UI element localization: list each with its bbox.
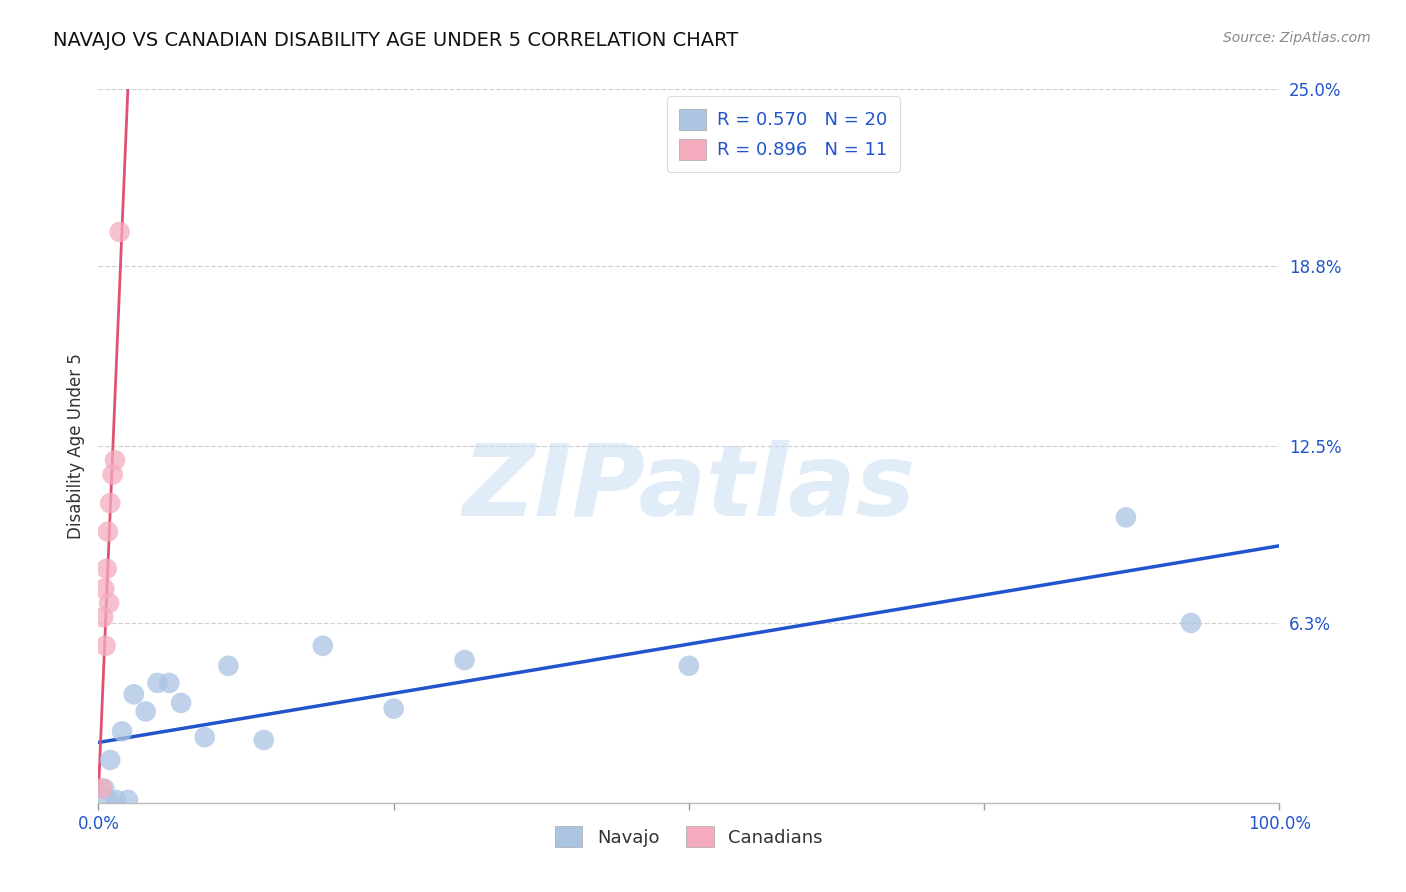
Point [217,658,239,673]
Point [253,733,276,747]
Point [146,676,169,690]
Point [1180,615,1202,630]
Y-axis label: Disability Age Under 5: Disability Age Under 5 [66,353,84,539]
Point [97,524,120,539]
Point [91,781,114,796]
Point [91,610,114,624]
Point [94,639,117,653]
Point [453,653,475,667]
Point [194,730,217,744]
Point [96,562,118,576]
Point [105,793,128,807]
Point [382,701,405,715]
Point [101,467,124,482]
Point [98,496,121,510]
Point [117,793,139,807]
Point [1115,510,1137,524]
Point [122,687,145,701]
Point [157,676,180,690]
Point [93,781,115,796]
Point [108,225,131,239]
Text: NAVAJO VS CANADIAN DISABILITY AGE UNDER 5 CORRELATION CHART: NAVAJO VS CANADIAN DISABILITY AGE UNDER … [53,31,738,50]
Legend: Navajo, Canadians: Navajo, Canadians [548,819,830,855]
Point [97,793,120,807]
Point [98,753,121,767]
Point [111,724,134,739]
Point [135,705,157,719]
Text: Source: ZipAtlas.com: Source: ZipAtlas.com [1223,31,1371,45]
Point [170,696,193,710]
Point [93,582,115,596]
Text: ZIPatlas: ZIPatlas [463,441,915,537]
Point [104,453,127,467]
Point [678,658,700,673]
Point [312,639,335,653]
Point [98,596,121,610]
